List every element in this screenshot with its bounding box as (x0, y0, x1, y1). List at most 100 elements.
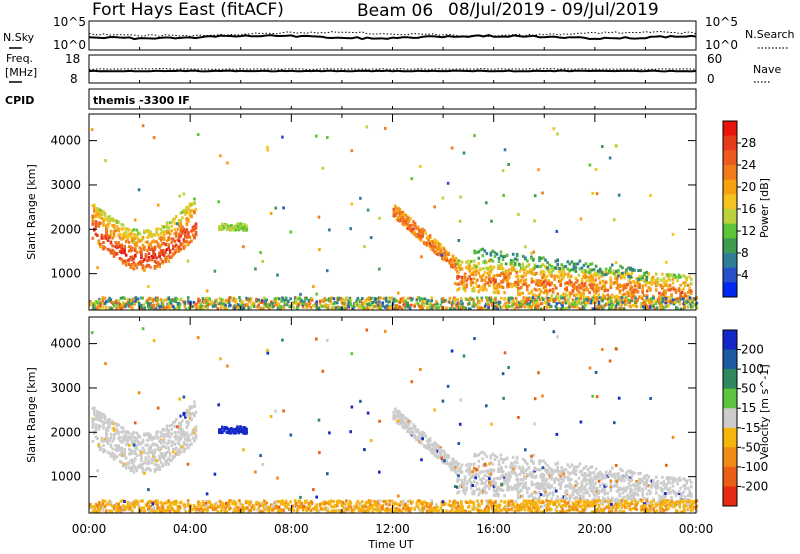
scatter-cell (135, 244, 139, 248)
scatter-cell (155, 261, 158, 265)
scatter-cell (239, 226, 242, 230)
scatter-cell (395, 304, 398, 307)
scatter-cell (544, 479, 547, 483)
scatter-cell (573, 286, 576, 290)
scatter-cell (606, 288, 610, 292)
scatter-cell (465, 260, 468, 264)
scatter-cell (469, 480, 473, 484)
scatter-cell (172, 421, 175, 425)
scatter-cell (596, 269, 600, 273)
scatter-cell (184, 234, 187, 238)
scatter-cell (132, 435, 136, 439)
scatter-cell (589, 280, 593, 284)
scatter-cell (141, 470, 145, 474)
scatter-cell (146, 263, 149, 267)
scatter-cell (614, 261, 618, 264)
scatter-cell (557, 299, 561, 303)
scatter-cell (632, 290, 635, 294)
scatter-cell (510, 266, 514, 270)
scatter-cell (548, 283, 552, 287)
scatter-cell (230, 431, 233, 435)
scatter-cell (152, 249, 155, 253)
scatter-cell (503, 291, 506, 295)
scatter-cell (596, 304, 600, 308)
scatter-cell (153, 233, 157, 237)
scatter-cell (615, 489, 619, 493)
scatter-cell (193, 235, 196, 239)
scatter-cell (564, 498, 567, 501)
scatter-cell (586, 271, 590, 275)
scatter-cell (138, 250, 142, 254)
scatter-cell (621, 274, 625, 278)
scatter-cell (472, 304, 476, 308)
scatter-cell (96, 437, 99, 440)
nsearch-tick-top: 10^5 (705, 15, 738, 29)
scatter-cell (489, 265, 493, 268)
scatter-cell (240, 303, 243, 307)
scatter-cell (381, 301, 385, 305)
scatter-cell (488, 271, 491, 274)
scatter-cell (419, 438, 423, 442)
scatter-cell (102, 209, 105, 213)
scatter-cell (579, 286, 582, 290)
scatter-cell (480, 275, 484, 279)
scatter-cell (110, 307, 114, 311)
scatter-cell (641, 297, 644, 300)
scatter-cell (97, 208, 101, 212)
scatter-cell (459, 267, 462, 271)
scatter-cell (542, 473, 546, 477)
scatter-cell (512, 283, 515, 286)
scatter-cell (568, 262, 572, 266)
scatter-cell (259, 307, 263, 311)
scatter-cell (103, 234, 107, 238)
scatter-cell (554, 498, 558, 502)
scatter-cell (477, 250, 481, 254)
scatter-cell (401, 211, 405, 214)
scatter-cell (97, 418, 101, 422)
scatter-cell (609, 270, 613, 274)
scatter-cell (476, 285, 479, 288)
scatter-cell (649, 301, 652, 305)
scatter-cell (127, 461, 131, 465)
scatter-cell (491, 259, 495, 263)
scatter-cell (557, 276, 561, 280)
scatter-cell (117, 430, 120, 434)
scatter-cell (491, 249, 495, 253)
scatter-cell (592, 486, 596, 490)
scatter-cell (168, 232, 172, 236)
scatter-cell (108, 221, 111, 225)
scatter-cell (585, 482, 588, 486)
scatter-cell (541, 482, 544, 486)
scatter-cell (284, 296, 288, 300)
scatter-cell (438, 445, 441, 449)
scatter-cell (185, 218, 189, 222)
scatter-cell (155, 265, 158, 269)
scatter-cell (91, 423, 95, 426)
scatter-cell (682, 281, 685, 285)
scatter-cell (583, 485, 587, 489)
scatter-cell (656, 282, 660, 286)
scatter-cell (485, 491, 488, 495)
scatter-cell (632, 495, 635, 499)
scatter-cell (132, 228, 136, 232)
scatter-cell (180, 297, 183, 301)
scatter-cell (194, 222, 198, 226)
scatter-cell (530, 307, 534, 311)
scatter-cell (134, 436, 137, 440)
scatter-cell (609, 276, 613, 280)
scatter-cell (621, 284, 625, 288)
scatter-cell (424, 242, 427, 246)
scatter-cell (649, 281, 652, 285)
scatter-cell (573, 294, 576, 297)
scatter-cell (141, 467, 145, 471)
scatter-cell (266, 145, 269, 149)
scatter-cell (193, 438, 196, 442)
scatter-cell (595, 476, 599, 480)
scatter-cell (638, 498, 641, 502)
scatter-cell (533, 475, 537, 479)
scatter-cell (190, 229, 193, 233)
scatter-cell (131, 262, 134, 266)
scatter-cell (591, 490, 594, 494)
scatter-cell (677, 289, 681, 292)
scatter-cell (285, 303, 289, 307)
